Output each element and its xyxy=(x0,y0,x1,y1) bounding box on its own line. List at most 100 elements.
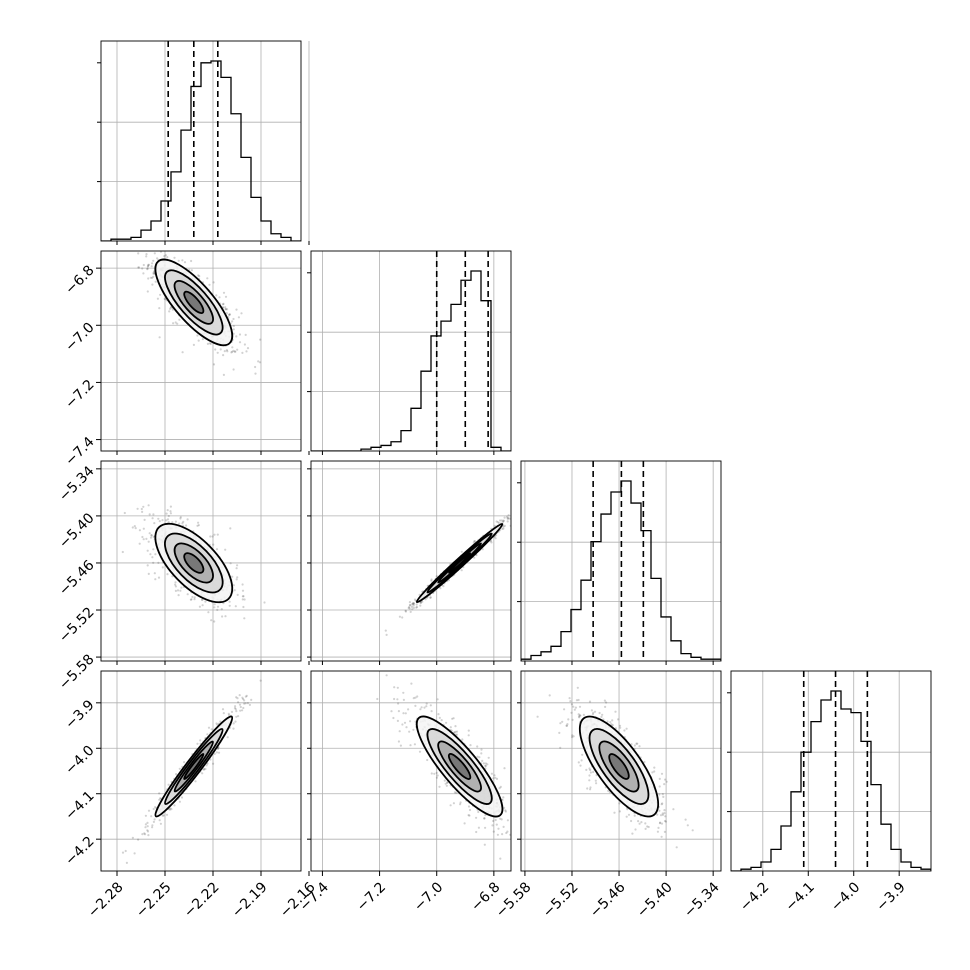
sample-point xyxy=(499,519,502,522)
sample-point xyxy=(212,281,215,284)
sample-point xyxy=(467,729,470,732)
sample-point xyxy=(236,697,239,700)
sample-point xyxy=(589,771,593,774)
sample-point xyxy=(152,561,155,564)
sample-point xyxy=(396,686,399,689)
sample-point xyxy=(197,339,200,342)
sample-point xyxy=(238,703,242,706)
sample-point xyxy=(145,537,148,541)
sample-point xyxy=(502,796,505,799)
sample-point xyxy=(501,833,504,836)
sample-point xyxy=(482,762,485,765)
sample-point xyxy=(146,290,149,293)
y-tick-label: −4.0 xyxy=(62,743,97,778)
sample-point xyxy=(146,268,149,271)
sample-point xyxy=(232,584,235,587)
sample-point xyxy=(619,726,622,729)
sample-point xyxy=(477,810,480,814)
sample-point xyxy=(453,791,456,794)
sample-point xyxy=(217,751,221,754)
sample-point xyxy=(595,782,598,785)
sample-point xyxy=(244,695,247,698)
sample-point xyxy=(146,265,149,268)
sample-point xyxy=(226,736,229,739)
sample-point xyxy=(174,585,177,588)
sample-point xyxy=(515,509,517,511)
sample-point xyxy=(169,505,172,508)
sample-point xyxy=(228,313,231,316)
sample-point xyxy=(229,562,232,565)
sample-point xyxy=(204,600,207,603)
sample-point xyxy=(179,517,182,520)
sample-point xyxy=(502,825,505,829)
sample-point xyxy=(171,521,174,524)
sample-point xyxy=(242,595,245,598)
panel-frame xyxy=(310,670,512,872)
sample-point xyxy=(498,787,501,790)
sample-point xyxy=(183,261,187,264)
sample-point xyxy=(133,525,136,528)
sample-point xyxy=(237,715,240,718)
sample-point xyxy=(411,608,414,611)
sample-point xyxy=(468,808,472,812)
sample-point xyxy=(638,822,641,825)
sample-point xyxy=(618,802,621,805)
sample-point xyxy=(438,716,441,720)
sample-point xyxy=(472,541,475,544)
sample-point xyxy=(234,705,237,708)
sample-point xyxy=(408,603,411,607)
sample-point xyxy=(469,744,472,747)
sample-point xyxy=(435,771,438,775)
sample-point xyxy=(219,720,222,723)
sample-point xyxy=(142,272,145,275)
sample-point xyxy=(144,823,147,826)
panel-frame xyxy=(100,670,302,872)
sample-point xyxy=(627,813,631,816)
sample-point xyxy=(180,586,183,589)
sample-point xyxy=(145,253,148,256)
sample-point xyxy=(445,784,448,787)
sample-point xyxy=(222,302,225,305)
sample-point xyxy=(225,312,228,315)
sample-point xyxy=(577,715,581,718)
sample-point xyxy=(442,585,445,588)
sample-point xyxy=(473,540,476,543)
sample-point xyxy=(234,605,237,608)
sample-point xyxy=(257,360,260,363)
x-tick-label: −5.46 xyxy=(587,879,629,921)
sample-point xyxy=(433,772,436,775)
sample-point xyxy=(175,773,178,776)
sample-point xyxy=(170,808,173,811)
sample-point xyxy=(661,802,664,805)
sample-point xyxy=(455,730,459,733)
sample-point xyxy=(167,521,170,524)
sample-point xyxy=(151,242,153,244)
sample-point xyxy=(131,526,134,529)
sample-point xyxy=(517,821,519,823)
sample-point xyxy=(575,699,579,702)
sample-point xyxy=(463,822,466,825)
sample-point xyxy=(500,818,503,821)
sample-point xyxy=(606,720,609,723)
sample-point xyxy=(618,724,622,727)
sample-point xyxy=(399,744,402,747)
sample-point xyxy=(656,830,660,833)
sample-point xyxy=(236,593,239,597)
sample-point xyxy=(392,716,395,720)
sample-point xyxy=(660,835,663,838)
sample-point xyxy=(502,519,505,523)
sample-point xyxy=(491,824,494,827)
sample-point xyxy=(190,598,193,601)
sample-point xyxy=(660,822,664,825)
sample-point xyxy=(232,368,235,371)
sample-point xyxy=(174,589,177,593)
y-tick-label: −5.40 xyxy=(56,510,98,552)
sample-point xyxy=(241,696,244,699)
sample-point xyxy=(196,742,199,745)
sample-point xyxy=(614,710,617,713)
sample-point xyxy=(157,561,160,565)
sample-point xyxy=(473,556,476,559)
sample-point xyxy=(588,774,591,777)
sample-point xyxy=(484,764,487,767)
sample-point xyxy=(586,787,589,790)
